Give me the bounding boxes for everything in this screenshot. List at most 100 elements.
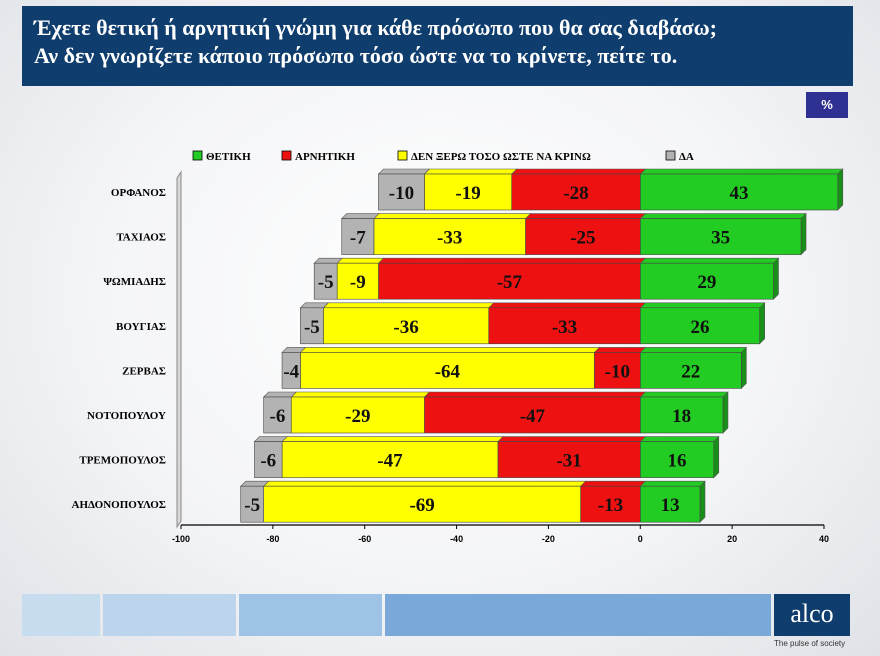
bar-row-3: ΒΟΥΓΙΑΣ 26 -33 -36 -5 (116, 302, 766, 345)
bar-side-face (800, 212, 807, 256)
bar-side-face (722, 391, 729, 434)
data-label: -6 (260, 451, 276, 472)
data-label: -7 (350, 228, 366, 249)
data-label: -9 (350, 272, 366, 293)
legend-label-2: ΔΕΝ ΞΕΡΩ ΤΟΣΟ ΩΣΤΕ ΝΑ ΚΡΙΝΩ (411, 151, 591, 163)
bar-side-face (837, 168, 844, 211)
legend-label-3: ΔΑ (679, 151, 694, 163)
bar-segment (424, 396, 641, 434)
legend-label-0: ΘΕΤΙΚΗ (206, 151, 251, 163)
footer-strip-1 (22, 594, 100, 636)
bar-top-face (487, 302, 647, 309)
bar-segment (263, 396, 292, 434)
data-label: 18 (672, 406, 691, 427)
bar-segment (281, 352, 301, 389)
category-label: ΝΟΤΟΠΟΥΛΟΥ (87, 410, 166, 422)
bar-side-face (773, 257, 779, 300)
category-label: ΤΡΕΜΟΠΟΥΛΟΣ (79, 455, 166, 467)
bar-top-face (299, 347, 601, 353)
brand-tagline: The pulse of society (774, 639, 846, 648)
bar-segment (639, 218, 802, 255)
bar-top-face (639, 347, 748, 353)
bar-top-face (423, 168, 518, 175)
category-label: ΨΩΜΙΑΔΗΣ (103, 276, 166, 288)
bar-top-face (299, 302, 330, 309)
bar-row-5: ΝΟΤΟΠΟΥΛΟΥ 18 -47 -29 -6 (87, 391, 729, 434)
bar-top-face (579, 480, 647, 487)
bar-top-face (639, 168, 844, 175)
category-label: ΑΗΔΟΝΟΠΟΥΛΟΣ (72, 499, 166, 511)
bar-row-4: ΖΕΡΒΑΣ 22 -10 -64 -4 (122, 346, 748, 390)
bar-segment (639, 262, 774, 300)
data-label: -57 (497, 272, 523, 293)
bar-segment (639, 485, 701, 523)
data-label: -19 (455, 183, 480, 204)
data-label: -10 (605, 361, 630, 382)
footer-strip-2 (103, 594, 236, 636)
data-label: -6 (270, 406, 286, 427)
bar-segment (639, 396, 724, 434)
bar-top-face (423, 391, 647, 398)
x-tick-label: 40 (819, 534, 829, 544)
bar-top-face (373, 213, 532, 219)
bar-top-face (377, 168, 431, 175)
bar-side-face (699, 480, 706, 523)
data-label: -4 (283, 361, 299, 382)
bar-top-face (510, 168, 647, 175)
bar-side-face (759, 302, 766, 345)
bar-top-face (322, 302, 495, 309)
bar-segment (323, 307, 490, 345)
question-line-2: Αν δεν γνωρίζετε κάποιο πρόσωπο τόσο ώστ… (34, 43, 678, 68)
bar-top-face (239, 480, 270, 487)
data-label: 22 (681, 361, 700, 382)
data-label: -28 (563, 183, 588, 204)
x-tick-label: -80 (266, 534, 279, 544)
data-label: -25 (570, 228, 595, 249)
bar-segment (240, 485, 264, 523)
bar-segment (300, 352, 595, 389)
bar-top-face (341, 213, 380, 219)
footer-strip-3 (239, 594, 382, 636)
bar-segment (525, 218, 641, 255)
bar-top-face (639, 480, 706, 487)
bar-row-1: ΤΑΧΙΑΟΣ 35 -25 -33 -7 (117, 212, 807, 256)
bar-segment (497, 441, 641, 478)
data-label: -47 (520, 406, 546, 427)
category-label: ΟΡΦΑΝΟΣ (111, 187, 166, 199)
bar-segment (424, 173, 512, 211)
bar-top-face (593, 347, 647, 353)
bar-segment (300, 307, 324, 345)
percent-badge: % (806, 92, 848, 118)
bar-top-face (336, 257, 385, 264)
x-tick-label: -60 (358, 534, 371, 544)
data-label: -31 (556, 451, 581, 472)
x-tick-label: -40 (450, 534, 463, 544)
legend-swatch-3 (665, 150, 676, 161)
bar-top-face (639, 213, 807, 219)
data-label: -69 (409, 495, 434, 516)
data-label: -33 (552, 317, 577, 338)
category-label: ΤΑΧΙΑΟΣ (117, 232, 167, 244)
x-tick-label: -20 (542, 534, 555, 544)
legend-swatch-0 (192, 150, 203, 161)
bar-segment (639, 307, 760, 345)
bar-side-face (741, 346, 747, 390)
data-label: 26 (690, 317, 709, 338)
bar-top-face (639, 436, 720, 442)
bar-segment (511, 173, 641, 211)
bar-top-face (281, 436, 504, 442)
data-label: -5 (318, 272, 334, 293)
bar-top-face (639, 391, 729, 398)
data-label: -5 (304, 317, 320, 338)
data-label: -10 (389, 183, 414, 204)
bar-segment (639, 441, 715, 478)
bar-top-face (524, 213, 647, 219)
data-label: 43 (730, 183, 749, 204)
header-banner: Έχετε θετική ή αρνητική γνώμη για κάθε π… (22, 6, 853, 86)
bar-segment (580, 485, 641, 523)
data-label: -5 (244, 495, 260, 516)
bar-row-2: ΨΩΜΙΑΔΗΣ 29 -57 -9 -5 (103, 257, 780, 300)
bar-top-face (253, 436, 288, 442)
data-label: -13 (598, 495, 623, 516)
legend-swatch-2 (397, 150, 408, 161)
